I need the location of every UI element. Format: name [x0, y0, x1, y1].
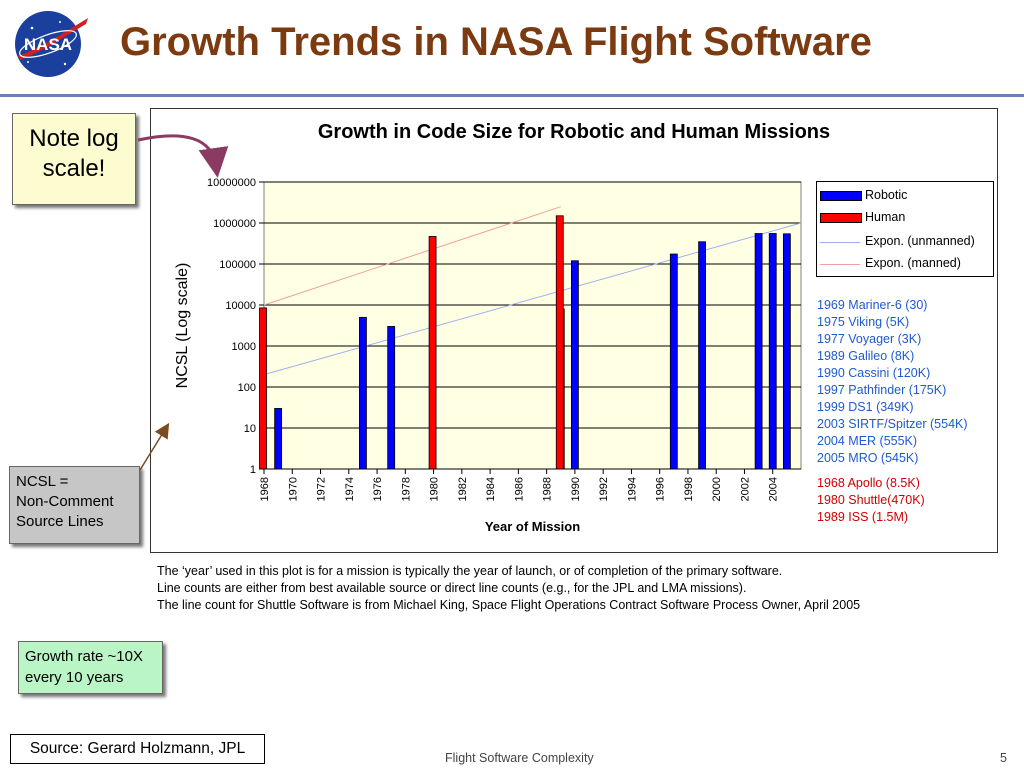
bar-robotic — [387, 326, 396, 470]
x-tick-label: 1982 — [457, 477, 469, 501]
x-tick-label: 1986 — [513, 477, 525, 501]
robotic-mission-item: 2003 SIRTF/Spitzer (554K) — [817, 417, 968, 431]
y-tick-label: 1000000 — [213, 218, 256, 230]
robotic-mission-item: 1989 Galileo (8K) — [817, 349, 915, 363]
x-tick-label: 2000 — [711, 477, 723, 501]
trendline — [263, 222, 802, 376]
callout-line: Growth rate ~10X — [25, 648, 143, 665]
chart-notes: The ‘year’ used in this plot is for a mi… — [157, 563, 860, 614]
x-tick-label: 1990 — [570, 477, 582, 501]
x-tick-label: 1968 — [259, 477, 271, 501]
note-line: Line counts are either from best availab… — [157, 581, 747, 595]
x-tick-label: 1978 — [400, 477, 412, 501]
bar-robotic — [570, 260, 579, 470]
bar-robotic — [782, 233, 791, 470]
robotic-mission-item: 1977 Voyager (3K) — [817, 332, 922, 346]
callout-line: Note log — [29, 125, 119, 152]
y-tick-label: 1000 — [232, 341, 256, 353]
y-tick-label: 1 — [250, 464, 256, 476]
page-title: Growth Trends in NASA Flight Software — [120, 20, 872, 64]
x-tick-label: 1976 — [372, 477, 384, 501]
page-number: 5 — [1000, 751, 1007, 765]
source-box: Source: Gerard Holzmann, JPL — [10, 734, 265, 764]
y-axis-title: NCSL (Log scale) — [174, 263, 191, 389]
x-tick-label: 1988 — [542, 477, 554, 501]
x-tick-label: 1998 — [683, 477, 695, 501]
x-tick-label: 2002 — [739, 477, 751, 501]
callout-line: NCSL = — [16, 473, 69, 490]
legend-item-robotic: Robotic — [817, 186, 993, 206]
human-mission-item: 1980 Shuttle(470K) — [817, 493, 925, 507]
x-tick-label: 2004 — [768, 477, 780, 501]
x-tick-label: 1996 — [655, 477, 667, 501]
x-tick-label: 1980 — [429, 477, 441, 501]
log-scale-callout: Note log scale! — [12, 113, 136, 205]
human-mission-item: 1968 Apollo (8.5K) — [817, 476, 920, 490]
robotic-mission-item: 1997 Pathfinder (175K) — [817, 383, 947, 397]
legend-label: Human — [865, 210, 906, 224]
legend-label: Expon. (manned) — [865, 256, 961, 270]
note-line: The ‘year’ used in this plot is for a mi… — [157, 564, 783, 578]
legend-swatch-human — [820, 213, 862, 223]
robotic-mission-item: 2004 MER (555K) — [817, 434, 918, 448]
ncsl-callout: NCSL = Non-Comment Source Lines — [9, 466, 140, 544]
x-tick-label: 1972 — [316, 477, 328, 501]
bar-human — [259, 307, 267, 470]
callout-line: every 10 years — [25, 669, 124, 686]
x-tick-label: 1992 — [598, 477, 610, 501]
legend-item-expon-manned: Expon. (manned) — [817, 254, 993, 274]
legend-item-human: Human — [817, 208, 993, 228]
robotic-mission-item: 1999 DS1 (349K) — [817, 400, 914, 414]
logo-text: NASA — [24, 35, 72, 54]
x-axis-title: Year of Mission — [485, 519, 580, 534]
robotic-mission-item: 1990 Cassini (120K) — [817, 366, 931, 380]
robotic-mission-item: 2005 MRO (545K) — [817, 451, 919, 465]
bar-human — [428, 236, 437, 470]
y-tick-label: 10000 — [225, 300, 256, 312]
bar-robotic — [359, 316, 367, 470]
legend-swatch-robotic — [820, 191, 862, 201]
human-mission-list: 1968 Apollo (8.5K) 1980 Shuttle(470K) 19… — [817, 475, 925, 526]
robotic-mission-item: 1975 Viking (5K) — [817, 315, 910, 329]
chart-title: Growth in Code Size for Robotic and Huma… — [317, 121, 831, 143]
trendline — [263, 206, 561, 306]
chart-svg: 1 10 100 1000 10000 100000 1000000 10000000 1968… — [174, 177, 802, 534]
legend-label: Expon. (unmanned) — [865, 234, 975, 248]
human-mission-item: 1989 ISS (1.5M) — [817, 510, 909, 524]
plot-area — [263, 181, 802, 470]
bar-robotic — [274, 408, 283, 470]
robotic-mission-list: 1969 Mariner-6 (30) 1975 Viking (5K) 197… — [817, 297, 968, 467]
bar-robotic — [754, 233, 763, 470]
bar-robotic — [768, 233, 777, 470]
y-tick-label: 100 — [238, 382, 256, 394]
legend-line-unmanned — [820, 242, 860, 243]
bar-robotic — [698, 241, 706, 470]
note-line: The line count for Shuttle Software is f… — [157, 598, 861, 612]
robotic-mission-item: 1969 Mariner-6 (30) — [817, 298, 928, 312]
callout-line: Non-Comment — [16, 493, 114, 510]
legend-item-expon-unmanned: Expon. (unmanned) — [817, 232, 993, 252]
chart-container: 1 10 100 1000 10000 100000 1000000 10000000 1968… — [150, 108, 998, 553]
legend-label: Robotic — [865, 188, 908, 202]
x-tick-label: 1994 — [626, 477, 638, 501]
x-tick-label: 1974 — [344, 477, 356, 501]
callout-line: Source Lines — [16, 513, 104, 530]
x-tick-label: 1970 — [287, 477, 299, 501]
y-tick-label: 10 — [244, 423, 256, 435]
chart-legend: Robotic Human Expon. (unmanned) Expon. (… — [816, 181, 994, 277]
bar-human — [555, 215, 564, 470]
footer-title: Flight Software Complexity — [445, 751, 594, 765]
title-divider — [0, 94, 1024, 97]
growth-rate-callout: Growth rate ~10X every 10 years — [18, 641, 163, 694]
y-tick-label: 100000 — [219, 259, 256, 271]
nasa-logo: NASA — [10, 8, 90, 80]
bar-robotic — [669, 253, 678, 470]
legend-line-manned — [820, 264, 860, 265]
callout-line: scale! — [42, 155, 106, 182]
y-tick-label: 10000000 — [207, 177, 256, 189]
x-tick-label: 1984 — [485, 477, 497, 501]
